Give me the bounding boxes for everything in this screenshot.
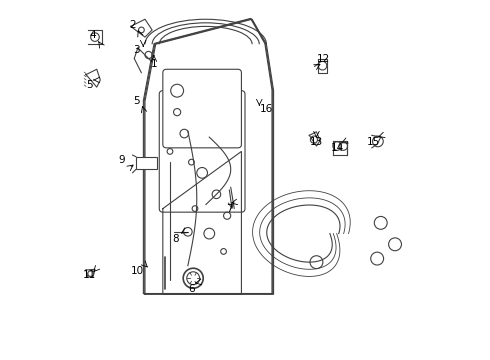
Text: 5: 5 [86,80,93,90]
Bar [136,157,157,169]
Text: 7: 7 [225,203,232,213]
Text: 11: 11 [83,270,96,280]
FancyBboxPatch shape [163,69,242,148]
Text: 6: 6 [188,284,195,294]
Text: 4: 4 [90,30,97,40]
Text: 14: 14 [331,143,344,153]
FancyBboxPatch shape [159,91,245,212]
Text: 5: 5 [133,96,139,107]
Text: 16: 16 [260,104,273,113]
Text: 9: 9 [119,156,125,165]
Text: 3: 3 [133,45,139,55]
Text: 13: 13 [310,138,323,148]
Text: 8: 8 [172,234,179,244]
Text: 1: 1 [150,59,157,69]
Polygon shape [86,69,100,87]
Text: 10: 10 [131,266,145,276]
Text: 12: 12 [317,54,330,64]
Text: 15: 15 [367,138,380,148]
Text: 2: 2 [129,19,136,30]
